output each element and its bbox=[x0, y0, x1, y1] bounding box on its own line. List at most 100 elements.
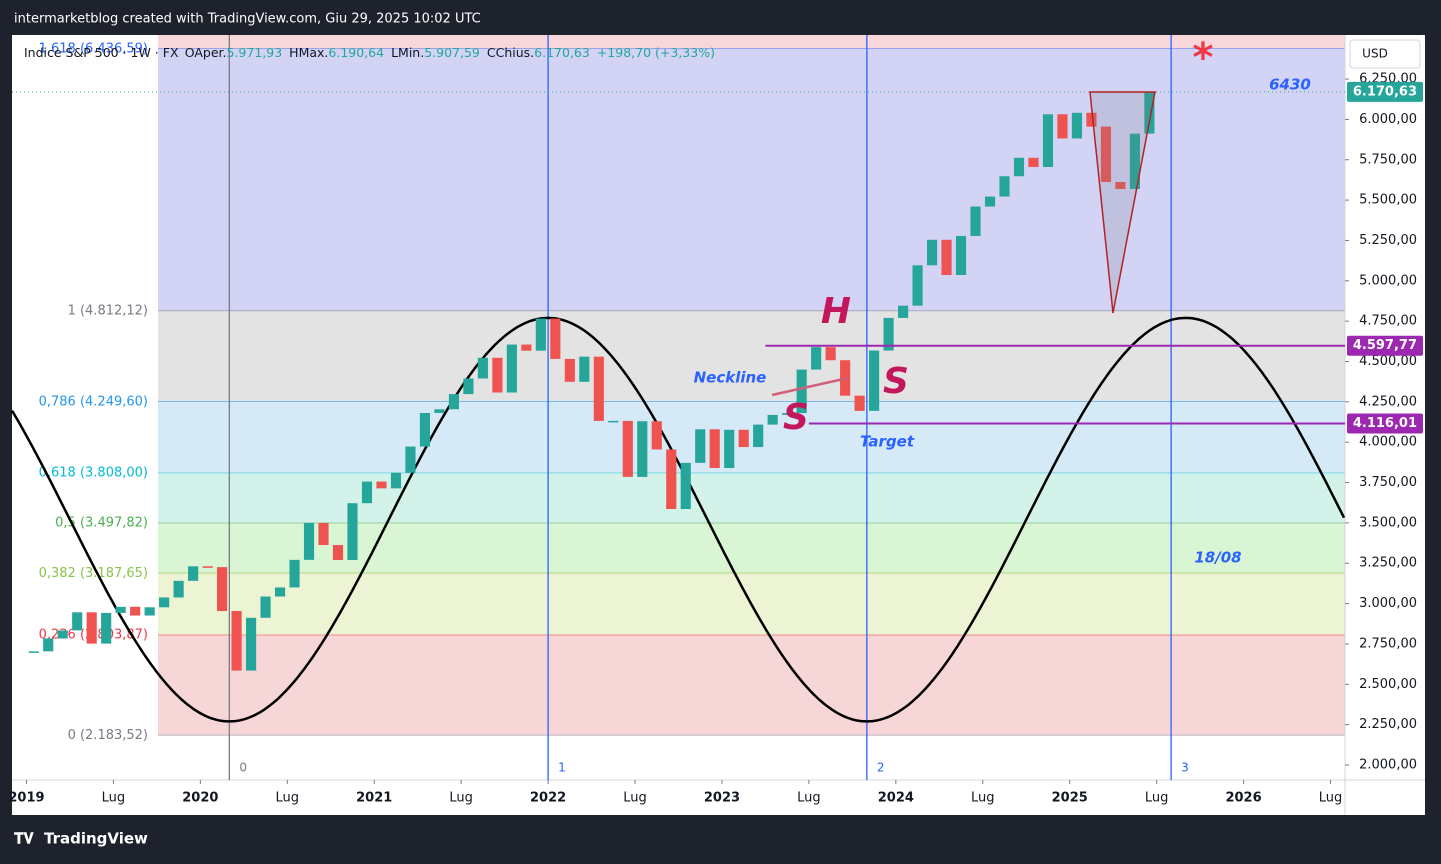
cycle-wave bbox=[10, 316, 1346, 723]
candle bbox=[1028, 157, 1039, 168]
currency: USD bbox=[1362, 47, 1388, 61]
legend: Indice S&P 500 · 1W · FX OAper.5.971,93 HM… bbox=[24, 45, 715, 60]
candle bbox=[999, 176, 1010, 197]
candle bbox=[709, 429, 720, 469]
annotation: Neckline bbox=[694, 369, 767, 387]
candle bbox=[767, 414, 778, 425]
fib-band bbox=[158, 735, 1345, 780]
candle bbox=[202, 566, 213, 568]
candle bbox=[72, 612, 83, 631]
candle bbox=[680, 462, 691, 510]
y-tick-label: 3.750,00 bbox=[1359, 475, 1417, 490]
candle bbox=[984, 196, 996, 207]
x-tick-label: Lug bbox=[971, 791, 995, 806]
candle bbox=[289, 559, 300, 588]
candle bbox=[854, 395, 865, 411]
annotation: S bbox=[783, 397, 809, 438]
y-tick-label: 4.250,00 bbox=[1359, 394, 1417, 409]
candle bbox=[608, 420, 619, 423]
y-tick-label: 4.000,00 bbox=[1359, 435, 1417, 450]
candle bbox=[173, 580, 184, 598]
candle bbox=[535, 318, 546, 351]
y-tick-label: 3.250,00 bbox=[1359, 556, 1417, 571]
x-tick-label: 2024 bbox=[878, 791, 914, 806]
candle bbox=[43, 638, 54, 652]
candle bbox=[753, 424, 764, 448]
x-tick-label: Lug bbox=[1145, 791, 1169, 806]
candle bbox=[419, 412, 431, 447]
legend-item: Min. bbox=[398, 45, 424, 60]
candle bbox=[941, 239, 952, 275]
candle bbox=[217, 567, 228, 612]
candle bbox=[1042, 114, 1054, 168]
x-tick-label: 2023 bbox=[704, 791, 740, 806]
x-tick-label: Lug bbox=[797, 791, 821, 806]
x-tick-label: Lug bbox=[1319, 791, 1343, 806]
candle bbox=[883, 317, 894, 351]
candle bbox=[390, 472, 402, 489]
price-axis bbox=[1345, 35, 1425, 780]
candle bbox=[303, 522, 315, 560]
legend-item: Max. bbox=[299, 45, 329, 60]
currency-box bbox=[1349, 39, 1421, 69]
annotation: Target bbox=[860, 433, 915, 451]
legend-item: 6.170,63 bbox=[534, 45, 590, 60]
candle bbox=[579, 356, 590, 382]
legend-item: H bbox=[289, 45, 298, 60]
candle bbox=[159, 597, 170, 608]
fib-band bbox=[158, 48, 1345, 312]
candle bbox=[666, 449, 677, 510]
legend-item: C bbox=[487, 45, 496, 60]
x-tick-label: Lug bbox=[623, 791, 647, 806]
price-tag bbox=[1347, 413, 1423, 434]
candle bbox=[782, 413, 793, 415]
price-tag-label: 4.597,77 bbox=[1353, 338, 1417, 353]
x-tick-label: 2019 bbox=[8, 791, 44, 806]
candle bbox=[1144, 91, 1155, 134]
candle bbox=[825, 347, 836, 361]
candle bbox=[86, 612, 97, 644]
candle bbox=[869, 350, 880, 411]
candle bbox=[28, 651, 39, 653]
candle bbox=[376, 481, 387, 489]
y-tick-label: 3.000,00 bbox=[1359, 596, 1417, 611]
y-tick-label: 2.250,00 bbox=[1359, 717, 1417, 732]
neckline-drawing bbox=[771, 376, 849, 397]
fib-band bbox=[158, 311, 1345, 402]
fib-label: 0,618 (3.808,00) bbox=[39, 466, 148, 481]
candle bbox=[811, 347, 822, 370]
x-tick-label: 2026 bbox=[1225, 791, 1261, 806]
candle bbox=[1115, 182, 1126, 189]
candle bbox=[1057, 114, 1068, 139]
x-tick-label: Lug bbox=[276, 791, 300, 806]
candle bbox=[144, 607, 155, 616]
fib-label: 0 (2.183,52) bbox=[68, 728, 148, 743]
candle bbox=[926, 239, 938, 266]
candle bbox=[115, 606, 126, 613]
annotation: H bbox=[821, 291, 851, 332]
candle bbox=[492, 357, 503, 393]
candle bbox=[188, 566, 199, 581]
fib-label: 0,382 (3.187,65) bbox=[39, 566, 148, 581]
cycle-label: 2 bbox=[877, 761, 885, 775]
annotation: 18/08 bbox=[1194, 549, 1241, 567]
candle bbox=[434, 409, 445, 413]
candle bbox=[130, 606, 141, 616]
candle bbox=[970, 206, 981, 236]
candle bbox=[955, 235, 967, 275]
y-tick-label: 4.750,00 bbox=[1359, 314, 1417, 329]
price-tag-label: 6.170,63 bbox=[1353, 84, 1417, 99]
candle bbox=[738, 429, 749, 448]
fib-band bbox=[158, 473, 1345, 524]
candle bbox=[506, 344, 517, 393]
candle bbox=[622, 420, 633, 477]
legend-item: +198,70 (+3,33%) bbox=[597, 45, 715, 60]
logo-mark: 𝐓𝐕 bbox=[14, 830, 35, 848]
candle bbox=[361, 481, 373, 504]
y-tick-label: 5.000,00 bbox=[1359, 273, 1417, 288]
candle bbox=[332, 545, 344, 561]
candle bbox=[651, 421, 662, 450]
candle bbox=[477, 357, 488, 379]
fib-label: 1 (4.812,12) bbox=[68, 304, 148, 319]
